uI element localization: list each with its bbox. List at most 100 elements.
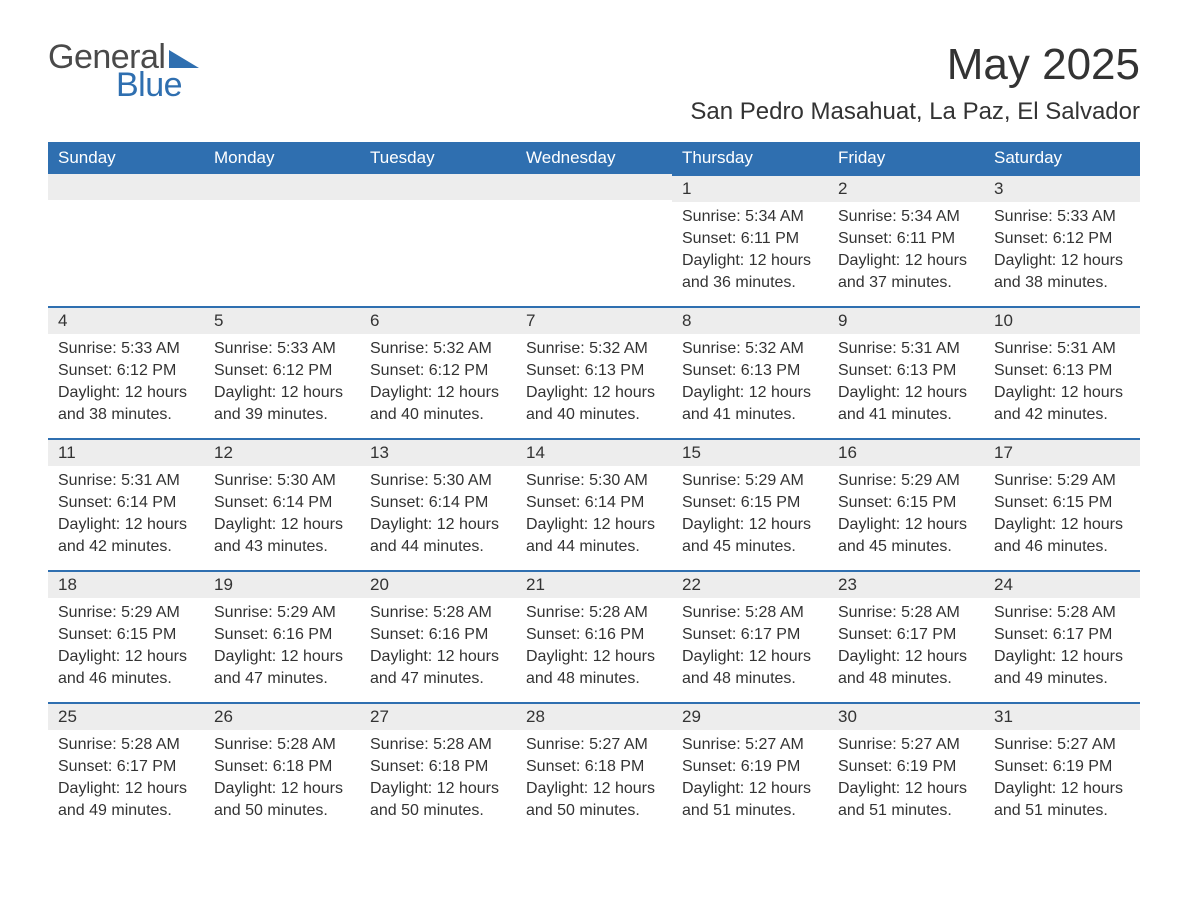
day-details: Sunrise: 5:28 AMSunset: 6:18 PMDaylight:… <box>366 734 510 822</box>
day-number-bar: 19 <box>204 570 360 598</box>
day-details: Sunrise: 5:27 AMSunset: 6:18 PMDaylight:… <box>522 734 666 822</box>
header-row: General Blue May 2025 San Pedro Masahuat… <box>48 40 1140 136</box>
day-number-bar: 5 <box>204 306 360 334</box>
weeks-container: 1Sunrise: 5:34 AMSunset: 6:11 PMDaylight… <box>48 174 1140 834</box>
month-title: May 2025 <box>690 40 1140 90</box>
sunset-text: Sunset: 6:19 PM <box>994 756 1134 778</box>
sunset-text: Sunset: 6:18 PM <box>370 756 510 778</box>
daylight-text: Daylight: 12 hours and 48 minutes. <box>526 646 666 690</box>
daylight-text: Daylight: 12 hours and 45 minutes. <box>838 514 978 558</box>
day-number-bar: 1 <box>672 174 828 202</box>
sunset-text: Sunset: 6:17 PM <box>682 624 822 646</box>
sunrise-text: Sunrise: 5:28 AM <box>838 602 978 624</box>
daylight-text: Daylight: 12 hours and 38 minutes. <box>58 382 198 426</box>
day-cell: 22Sunrise: 5:28 AMSunset: 6:17 PMDayligh… <box>672 570 828 702</box>
sunset-text: Sunset: 6:12 PM <box>214 360 354 382</box>
sunrise-text: Sunrise: 5:30 AM <box>526 470 666 492</box>
sunrise-text: Sunrise: 5:29 AM <box>214 602 354 624</box>
daylight-text: Daylight: 12 hours and 49 minutes. <box>994 646 1134 690</box>
sunrise-text: Sunrise: 5:27 AM <box>838 734 978 756</box>
day-details: Sunrise: 5:28 AMSunset: 6:17 PMDaylight:… <box>54 734 198 822</box>
sunrise-text: Sunrise: 5:33 AM <box>214 338 354 360</box>
day-cell: 16Sunrise: 5:29 AMSunset: 6:15 PMDayligh… <box>828 438 984 570</box>
week-row: 4Sunrise: 5:33 AMSunset: 6:12 PMDaylight… <box>48 306 1140 438</box>
sunset-text: Sunset: 6:16 PM <box>370 624 510 646</box>
day-details: Sunrise: 5:30 AMSunset: 6:14 PMDaylight:… <box>210 470 354 558</box>
day-cell: 9 Sunrise: 5:31 AMSunset: 6:13 PMDaylight… <box>828 306 984 438</box>
week-row: 18Sunrise: 5:29 AMSunset: 6:15 PMDayligh… <box>48 570 1140 702</box>
day-cell: 29Sunrise: 5:27 AMSunset: 6:19 PMDayligh… <box>672 702 828 834</box>
sunset-text: Sunset: 6:14 PM <box>214 492 354 514</box>
daylight-text: Daylight: 12 hours and 37 minutes. <box>838 250 978 294</box>
day-number-bar: 28 <box>516 702 672 730</box>
sunset-text: Sunset: 6:19 PM <box>682 756 822 778</box>
day-number-bar: 16 <box>828 438 984 466</box>
day-cell: 26Sunrise: 5:28 AMSunset: 6:18 PMDayligh… <box>204 702 360 834</box>
weekday-header-row: SundayMondayTuesdayWednesdayThursdayFrid… <box>48 142 1140 174</box>
daylight-text: Daylight: 12 hours and 48 minutes. <box>838 646 978 690</box>
sunrise-text: Sunrise: 5:30 AM <box>214 470 354 492</box>
day-details: Sunrise: 5:32 AMSunset: 6:13 PMDaylight:… <box>678 338 822 426</box>
sunset-text: Sunset: 6:11 PM <box>838 228 978 250</box>
sunrise-text: Sunrise: 5:28 AM <box>526 602 666 624</box>
day-number-bar: 6 <box>360 306 516 334</box>
daylight-text: Daylight: 12 hours and 40 minutes. <box>526 382 666 426</box>
sunrise-text: Sunrise: 5:33 AM <box>994 206 1134 228</box>
day-cell: 2Sunrise: 5:34 AMSunset: 6:11 PMDaylight… <box>828 174 984 306</box>
daylight-text: Daylight: 12 hours and 38 minutes. <box>994 250 1134 294</box>
daylight-text: Daylight: 12 hours and 51 minutes. <box>994 778 1134 822</box>
day-cell: 23Sunrise: 5:28 AMSunset: 6:17 PMDayligh… <box>828 570 984 702</box>
daylight-text: Daylight: 12 hours and 47 minutes. <box>214 646 354 690</box>
sunset-text: Sunset: 6:12 PM <box>994 228 1134 250</box>
empty-day-bar <box>48 174 204 200</box>
weekday-header-cell: Wednesday <box>516 142 672 174</box>
sunrise-text: Sunrise: 5:27 AM <box>682 734 822 756</box>
day-details: Sunrise: 5:30 AMSunset: 6:14 PMDaylight:… <box>366 470 510 558</box>
daylight-text: Daylight: 12 hours and 36 minutes. <box>682 250 822 294</box>
day-number-bar: 3 <box>984 174 1140 202</box>
empty-day-bar <box>360 174 516 200</box>
sunset-text: Sunset: 6:18 PM <box>526 756 666 778</box>
sunset-text: Sunset: 6:12 PM <box>370 360 510 382</box>
weekday-header-cell: Thursday <box>672 142 828 174</box>
sunset-text: Sunset: 6:14 PM <box>370 492 510 514</box>
sunrise-text: Sunrise: 5:29 AM <box>682 470 822 492</box>
day-number-bar: 7 <box>516 306 672 334</box>
sunrise-text: Sunrise: 5:34 AM <box>682 206 822 228</box>
day-number-bar: 21 <box>516 570 672 598</box>
sunset-text: Sunset: 6:18 PM <box>214 756 354 778</box>
day-number-bar: 18 <box>48 570 204 598</box>
sunrise-text: Sunrise: 5:29 AM <box>994 470 1134 492</box>
sunset-text: Sunset: 6:16 PM <box>214 624 354 646</box>
sunrise-text: Sunrise: 5:30 AM <box>370 470 510 492</box>
day-number-bar: 27 <box>360 702 516 730</box>
sunrise-text: Sunrise: 5:33 AM <box>58 338 198 360</box>
daylight-text: Daylight: 12 hours and 46 minutes. <box>994 514 1134 558</box>
sunrise-text: Sunrise: 5:32 AM <box>370 338 510 360</box>
day-number-bar: 15 <box>672 438 828 466</box>
sunset-text: Sunset: 6:15 PM <box>994 492 1134 514</box>
day-details: Sunrise: 5:31 AMSunset: 6:13 PMDaylight:… <box>834 338 978 426</box>
day-cell: 5 Sunrise: 5:33 AMSunset: 6:12 PMDaylight… <box>204 306 360 438</box>
daylight-text: Daylight: 12 hours and 46 minutes. <box>58 646 198 690</box>
sunset-text: Sunset: 6:11 PM <box>682 228 822 250</box>
sunset-text: Sunset: 6:17 PM <box>58 756 198 778</box>
sunrise-text: Sunrise: 5:31 AM <box>994 338 1134 360</box>
daylight-text: Daylight: 12 hours and 47 minutes. <box>370 646 510 690</box>
day-details: Sunrise: 5:33 AMSunset: 6:12 PMDaylight:… <box>210 338 354 426</box>
day-details: Sunrise: 5:27 AMSunset: 6:19 PMDaylight:… <box>834 734 978 822</box>
day-number-bar: 17 <box>984 438 1140 466</box>
daylight-text: Daylight: 12 hours and 50 minutes. <box>370 778 510 822</box>
day-cell: 15Sunrise: 5:29 AMSunset: 6:15 PMDayligh… <box>672 438 828 570</box>
calendar-page: General Blue May 2025 San Pedro Masahuat… <box>0 0 1188 918</box>
day-cell: 25Sunrise: 5:28 AMSunset: 6:17 PMDayligh… <box>48 702 204 834</box>
day-cell: 1 Sunrise: 5:34 AMSunset: 6:11 PMDaylight… <box>672 174 828 306</box>
daylight-text: Daylight: 12 hours and 48 minutes. <box>682 646 822 690</box>
weekday-header-cell: Sunday <box>48 142 204 174</box>
empty-day-bar <box>204 174 360 200</box>
brand-word-blue: Blue <box>116 68 203 102</box>
day-number-bar: 10 <box>984 306 1140 334</box>
day-number-bar: 30 <box>828 702 984 730</box>
day-number-bar: 9 <box>828 306 984 334</box>
day-cell: 12Sunrise: 5:30 AMSunset: 6:14 PMDayligh… <box>204 438 360 570</box>
